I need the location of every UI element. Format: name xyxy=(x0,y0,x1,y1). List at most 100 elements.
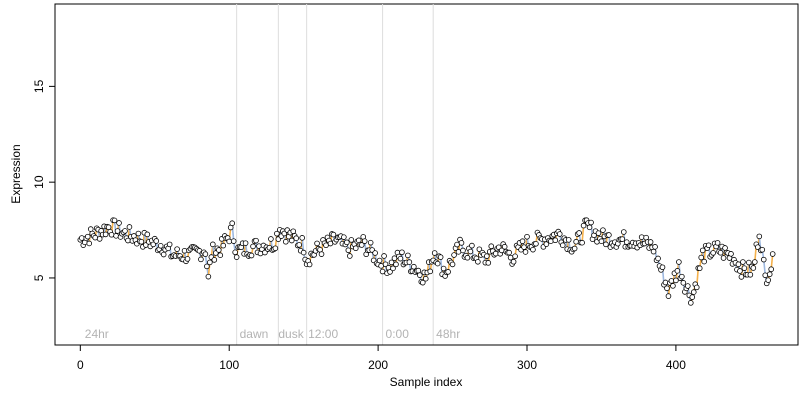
data-point xyxy=(427,268,434,275)
data-point xyxy=(358,242,365,248)
data-point xyxy=(485,260,492,266)
data-point xyxy=(215,247,222,253)
data-point xyxy=(372,250,378,256)
data-point xyxy=(606,232,612,238)
data-point xyxy=(411,263,417,270)
data-point xyxy=(367,239,374,246)
data-point xyxy=(306,261,313,268)
data-point xyxy=(184,256,191,262)
data-point xyxy=(150,241,157,248)
data-point xyxy=(673,277,679,284)
phase-label-1: dawn xyxy=(240,327,269,341)
series-segment xyxy=(581,225,585,243)
data-point xyxy=(126,224,133,230)
data-point xyxy=(512,253,518,260)
data-point xyxy=(533,241,539,247)
data-point xyxy=(600,227,606,233)
data-point xyxy=(766,271,773,278)
data-point xyxy=(381,253,387,259)
data-point xyxy=(318,251,325,257)
data-point xyxy=(211,257,218,263)
data-point xyxy=(647,239,654,245)
data-point xyxy=(741,265,748,271)
data-point xyxy=(670,283,676,289)
data-point xyxy=(559,242,566,248)
data-point xyxy=(690,289,697,295)
data-point xyxy=(205,273,212,280)
data-point xyxy=(330,231,337,238)
data-point xyxy=(376,257,383,264)
phase-label-0: 24hr xyxy=(85,327,109,341)
data-point xyxy=(685,283,691,289)
data-point xyxy=(519,238,526,245)
data-point xyxy=(290,228,297,235)
data-point xyxy=(388,259,395,266)
data-point xyxy=(603,241,609,248)
x-axis-title: Sample index xyxy=(390,375,463,389)
data-point xyxy=(253,237,259,244)
data-point xyxy=(762,272,769,279)
data-point xyxy=(207,259,213,266)
data-point xyxy=(689,294,696,300)
data-point xyxy=(160,251,167,258)
data-point xyxy=(769,251,776,257)
data-point xyxy=(299,235,305,241)
data-point xyxy=(174,246,180,252)
data-point xyxy=(314,240,320,247)
data-point xyxy=(659,264,666,271)
data-point xyxy=(111,217,118,224)
data-point xyxy=(431,250,438,256)
data-point xyxy=(552,237,559,244)
data-point xyxy=(698,254,705,261)
data-point xyxy=(217,252,224,258)
data-point xyxy=(458,240,465,246)
data-point xyxy=(696,265,703,272)
data-point xyxy=(102,231,109,238)
data-point xyxy=(220,242,227,249)
data-point xyxy=(679,273,685,280)
data-point xyxy=(510,258,517,265)
data-point xyxy=(262,249,268,256)
data-point xyxy=(717,249,724,256)
data-point xyxy=(181,247,188,254)
data-point xyxy=(455,249,462,255)
data-point xyxy=(242,240,249,246)
data-point xyxy=(445,269,451,275)
data-point xyxy=(382,261,389,268)
data-point xyxy=(210,241,216,248)
data-point xyxy=(79,235,85,241)
data-point xyxy=(469,242,475,249)
data-point xyxy=(293,235,300,241)
data-point xyxy=(202,251,209,257)
data-point xyxy=(521,244,527,250)
data-point xyxy=(397,255,404,262)
data-point xyxy=(416,272,423,278)
data-point xyxy=(735,261,742,268)
data-point xyxy=(434,260,441,267)
data-point xyxy=(230,238,237,244)
data-point xyxy=(114,228,121,234)
data-point xyxy=(440,265,447,272)
data-point xyxy=(460,247,466,254)
data-point xyxy=(710,250,716,256)
data-point xyxy=(522,249,529,255)
data-point xyxy=(138,238,145,245)
data-point xyxy=(573,238,579,245)
data-point xyxy=(650,248,657,255)
data-point xyxy=(153,238,160,244)
data-point xyxy=(765,277,772,283)
data-point xyxy=(674,268,681,274)
y-axis-title: Expression xyxy=(9,144,23,203)
data-point xyxy=(387,269,393,275)
data-point xyxy=(768,266,774,273)
phase-label-5: 48hr xyxy=(436,327,460,341)
data-point xyxy=(268,236,274,242)
data-point xyxy=(655,255,661,262)
data-point xyxy=(714,240,721,246)
data-point xyxy=(668,278,675,284)
phase-labels: 24hr dawn dusk 12:00 0:00 48hr xyxy=(85,327,460,341)
data-point xyxy=(226,238,233,245)
data-point xyxy=(464,254,471,261)
data-point xyxy=(705,242,712,249)
data-point xyxy=(676,259,682,265)
